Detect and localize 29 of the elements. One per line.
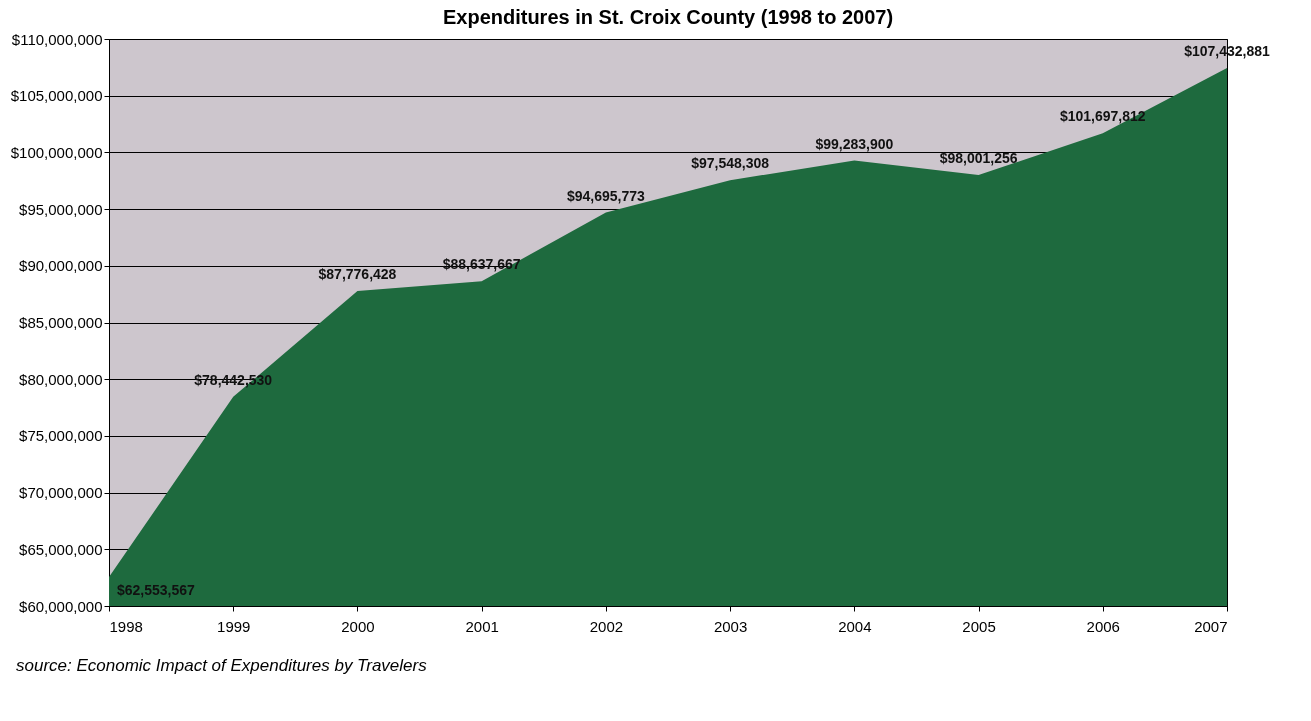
- data-label: $62,553,567: [117, 582, 196, 599]
- x-tick-label: 2000: [341, 617, 375, 635]
- y-tick-label: $60,000,000: [19, 597, 103, 615]
- chart-title: Expenditures in St. Croix County (1998 to 2007): [442, 6, 894, 28]
- x-tick-label: 2005: [962, 617, 996, 635]
- x-tick-label: 1999: [217, 617, 251, 635]
- data-label: $87,776,428: [318, 266, 397, 283]
- source-note: source: Economic Impact of Expenditures by Travelers: [16, 656, 428, 676]
- x-tick-label: 1998: [109, 617, 143, 635]
- data-label: $97,548,308: [691, 155, 770, 172]
- data-label: $98,001,256: [939, 150, 1018, 167]
- y-tick-label: $70,000,000: [19, 484, 103, 502]
- data-label: $94,695,773: [566, 187, 646, 204]
- y-tick-label: $110,000,000: [11, 30, 103, 48]
- y-tick-label: $100,000,000: [10, 143, 103, 161]
- x-tick-label: 2007: [1194, 617, 1228, 635]
- y-tick-label: $80,000,000: [19, 370, 103, 388]
- x-tick-label: 2006: [1086, 617, 1120, 635]
- y-tick-label: $90,000,000: [19, 257, 103, 275]
- y-tick-label: $65,000,000: [19, 540, 103, 558]
- x-tick-label: 2003: [713, 617, 748, 635]
- x-tick-label: 2004: [838, 617, 872, 635]
- data-label: $99,283,900: [815, 135, 894, 152]
- x-tick-label: 2001: [465, 617, 499, 635]
- y-tick-label: $105,000,000: [10, 87, 103, 105]
- y-tick-label: $75,000,000: [19, 427, 103, 445]
- x-tick-label: 2002: [589, 617, 624, 635]
- y-tick-label: $85,000,000: [19, 314, 103, 331]
- y-tick-label: $95,000,000: [19, 200, 103, 218]
